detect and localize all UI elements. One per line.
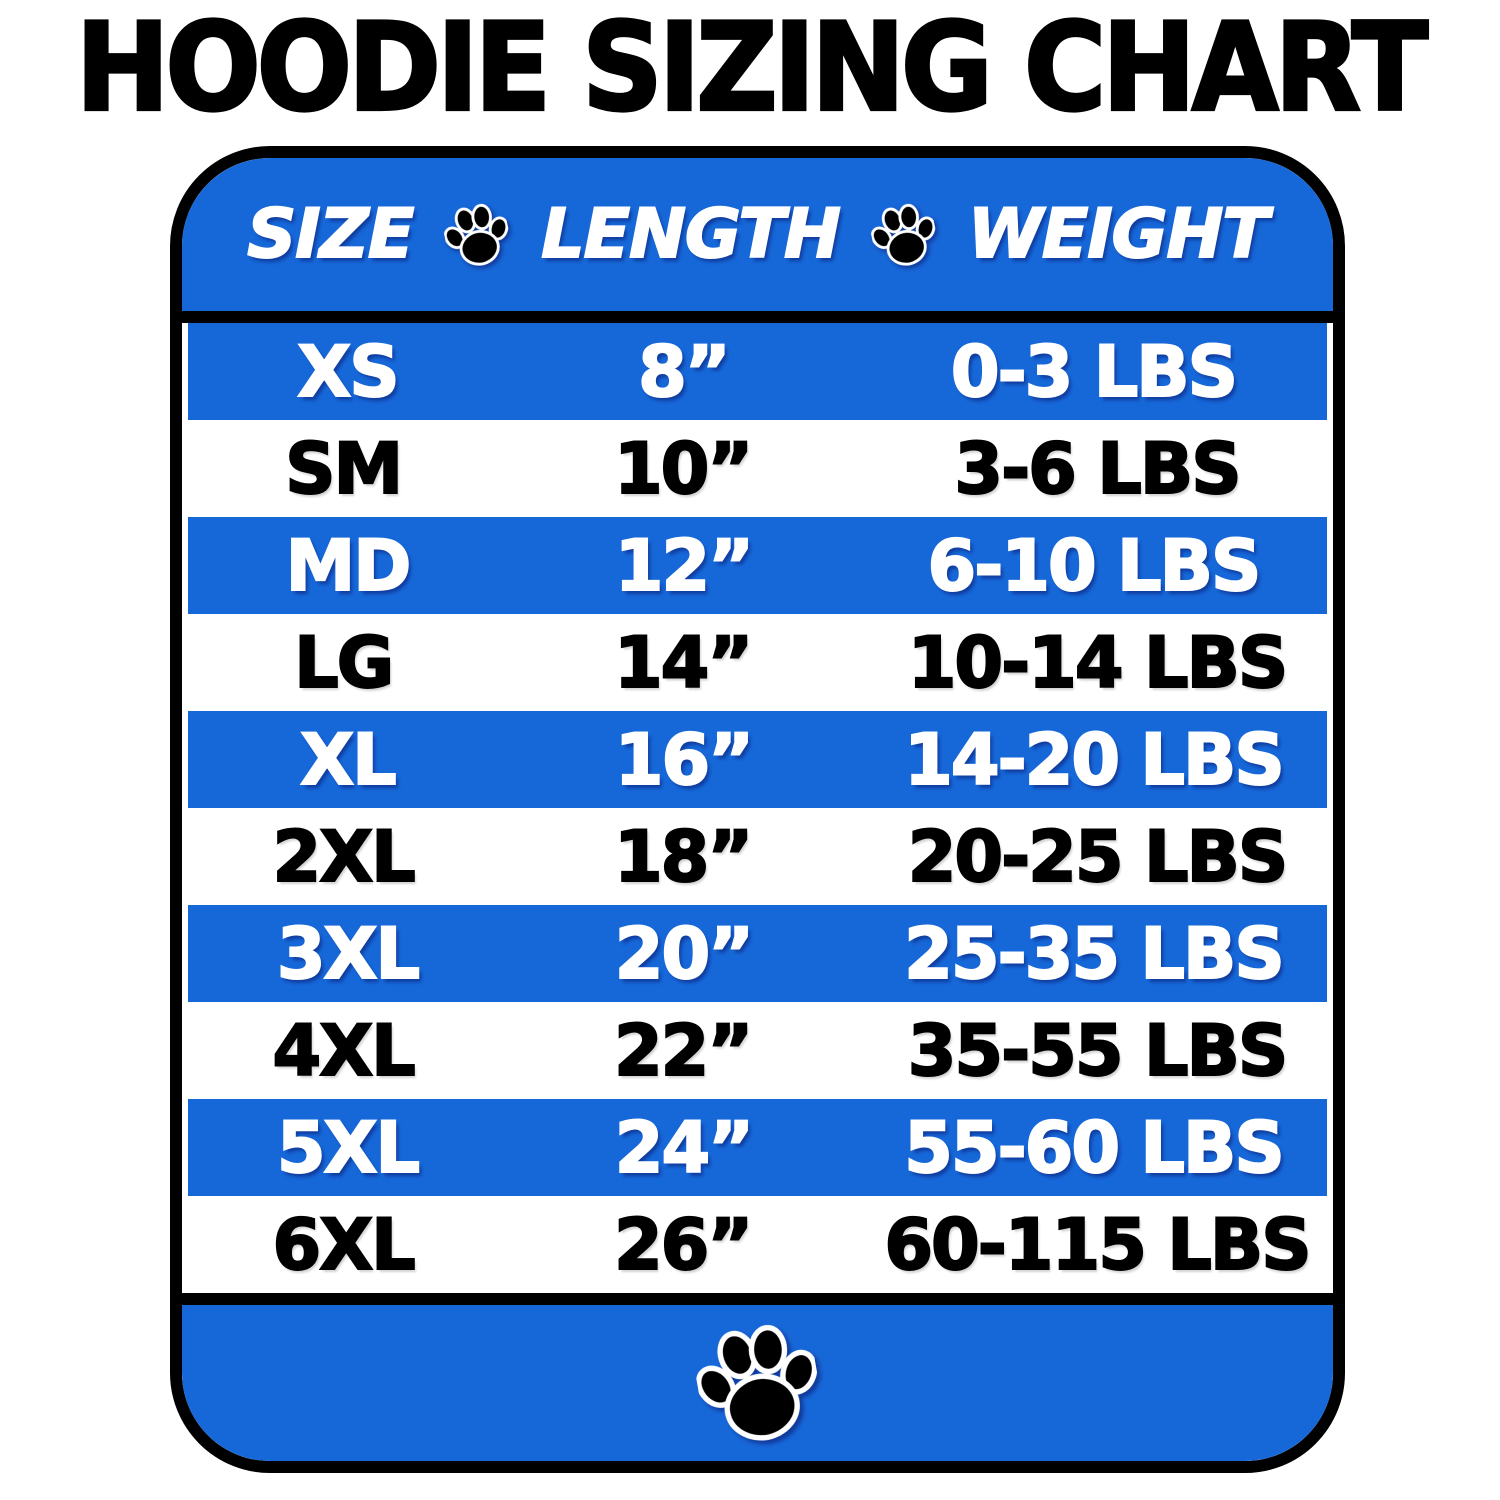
column-header-length: LENGTH — [540, 194, 842, 274]
weight-value: 60-115 LBS — [883, 1203, 1312, 1286]
table-row-xs: XS 8” 0-3 LBS — [188, 323, 1327, 420]
length-value: 26” — [613, 1203, 754, 1286]
paw-icon — [688, 1313, 827, 1452]
table-row-2xl: 2XL 18” 20-25 LBS — [182, 808, 1333, 905]
size-chart-card: SIZE LENGTH WEIGHT XS 8” 0-3 LBS SM 10” 3-6 L… — [170, 146, 1345, 1473]
length-value: 8” — [637, 330, 732, 413]
length-value: 18” — [613, 815, 754, 898]
length-value: 10” — [613, 427, 754, 510]
size-value: SM — [284, 427, 404, 510]
divider — [182, 311, 1333, 323]
size-value: 4XL — [271, 1009, 416, 1092]
table-row-4xl: 4XL 22” 35-55 LBS — [182, 1002, 1333, 1099]
length-value: 16” — [614, 718, 755, 801]
size-value: XS — [296, 330, 400, 413]
weight-value: 10-14 LBS — [907, 621, 1290, 704]
size-value: XL — [299, 718, 398, 801]
table-row-6xl: 6XL 26” 60-115 LBS — [182, 1196, 1333, 1293]
length-value: 14” — [613, 621, 754, 704]
size-value: 2XL — [271, 815, 416, 898]
weight-value: 35-55 LBS — [907, 1009, 1290, 1092]
size-value: LG — [293, 621, 395, 704]
weight-value: 55-60 LBS — [903, 1106, 1286, 1189]
weight-value: 14-20 LBS — [903, 718, 1286, 801]
table-row-3xl: 3XL 20” 25-35 LBS — [188, 905, 1327, 1002]
table-row-lg: LG 14” 10-14 LBS — [182, 614, 1333, 711]
length-value: 12” — [614, 524, 755, 607]
length-value: 22” — [613, 1009, 754, 1092]
weight-value: 3-6 LBS — [953, 427, 1242, 510]
size-value: 3XL — [276, 912, 421, 995]
length-value: 20” — [614, 912, 755, 995]
column-header-size: SIZE — [246, 194, 415, 274]
table-row-5xl: 5XL 24” 55-60 LBS — [188, 1099, 1327, 1196]
size-value: MD — [285, 524, 413, 607]
table-header: SIZE LENGTH WEIGHT — [182, 158, 1333, 311]
weight-value: 25-35 LBS — [903, 912, 1286, 995]
size-value: 5XL — [276, 1106, 421, 1189]
length-value: 24” — [614, 1106, 755, 1189]
paw-icon — [866, 197, 942, 273]
table-row-md: MD 12” 6-10 LBS — [188, 517, 1327, 614]
divider — [182, 1293, 1333, 1305]
weight-value: 6-10 LBS — [927, 524, 1263, 607]
table-row-xl: XL 16” 14-20 LBS — [188, 711, 1327, 808]
paw-icon — [439, 197, 515, 273]
weight-value: 20-25 LBS — [907, 815, 1290, 898]
card-footer — [182, 1305, 1333, 1461]
column-header-weight: WEIGHT — [967, 194, 1270, 274]
size-value: 6XL — [271, 1203, 416, 1286]
page-title: HOODIE SIZING CHART — [74, 0, 1429, 139]
weight-value: 0-3 LBS — [950, 330, 1239, 413]
table-row-sm: SM 10” 3-6 LBS — [182, 420, 1333, 517]
size-rows: XS 8” 0-3 LBS SM 10” 3-6 LBS MD 12” 6-10 LBS LG 14… — [182, 323, 1333, 1293]
